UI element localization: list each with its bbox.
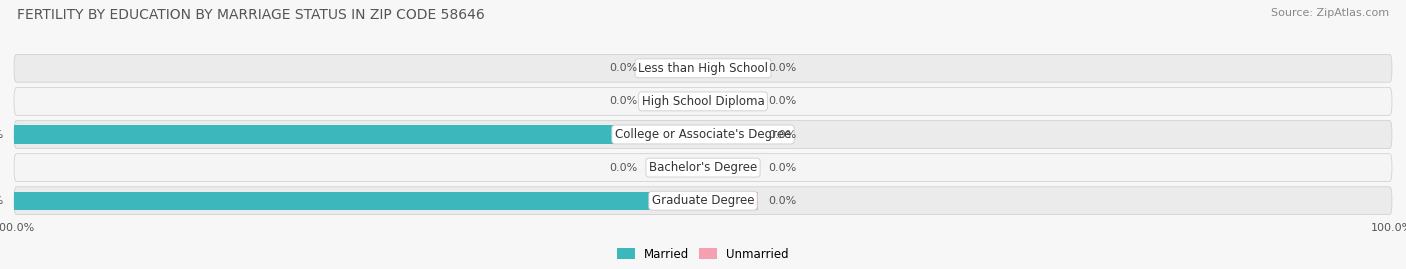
Text: High School Diploma: High School Diploma [641, 95, 765, 108]
Text: 100.0%: 100.0% [0, 196, 4, 206]
Bar [703, 59, 758, 77]
Bar [703, 158, 758, 177]
Text: 0.0%: 0.0% [609, 96, 637, 107]
Legend: Married, Unmarried: Married, Unmarried [614, 245, 792, 263]
Text: 0.0%: 0.0% [769, 196, 797, 206]
Text: 100.0%: 100.0% [0, 129, 4, 140]
Bar [14, 125, 703, 144]
Text: 0.0%: 0.0% [769, 162, 797, 173]
Text: 0.0%: 0.0% [769, 63, 797, 73]
Text: Bachelor's Degree: Bachelor's Degree [650, 161, 756, 174]
Text: Less than High School: Less than High School [638, 62, 768, 75]
Text: Graduate Degree: Graduate Degree [652, 194, 754, 207]
Bar [703, 192, 758, 210]
FancyBboxPatch shape [14, 187, 1392, 215]
Bar [648, 92, 703, 111]
FancyBboxPatch shape [14, 121, 1392, 148]
Text: FERTILITY BY EDUCATION BY MARRIAGE STATUS IN ZIP CODE 58646: FERTILITY BY EDUCATION BY MARRIAGE STATU… [17, 8, 485, 22]
Text: 0.0%: 0.0% [769, 96, 797, 107]
Text: Source: ZipAtlas.com: Source: ZipAtlas.com [1271, 8, 1389, 18]
Text: College or Associate's Degree: College or Associate's Degree [614, 128, 792, 141]
Bar [648, 158, 703, 177]
Text: 0.0%: 0.0% [769, 129, 797, 140]
Bar [14, 192, 703, 210]
FancyBboxPatch shape [14, 87, 1392, 115]
Bar [703, 92, 758, 111]
FancyBboxPatch shape [14, 54, 1392, 82]
FancyBboxPatch shape [14, 154, 1392, 182]
Text: 0.0%: 0.0% [609, 63, 637, 73]
Text: 0.0%: 0.0% [609, 162, 637, 173]
Bar [703, 125, 758, 144]
Bar [648, 59, 703, 77]
